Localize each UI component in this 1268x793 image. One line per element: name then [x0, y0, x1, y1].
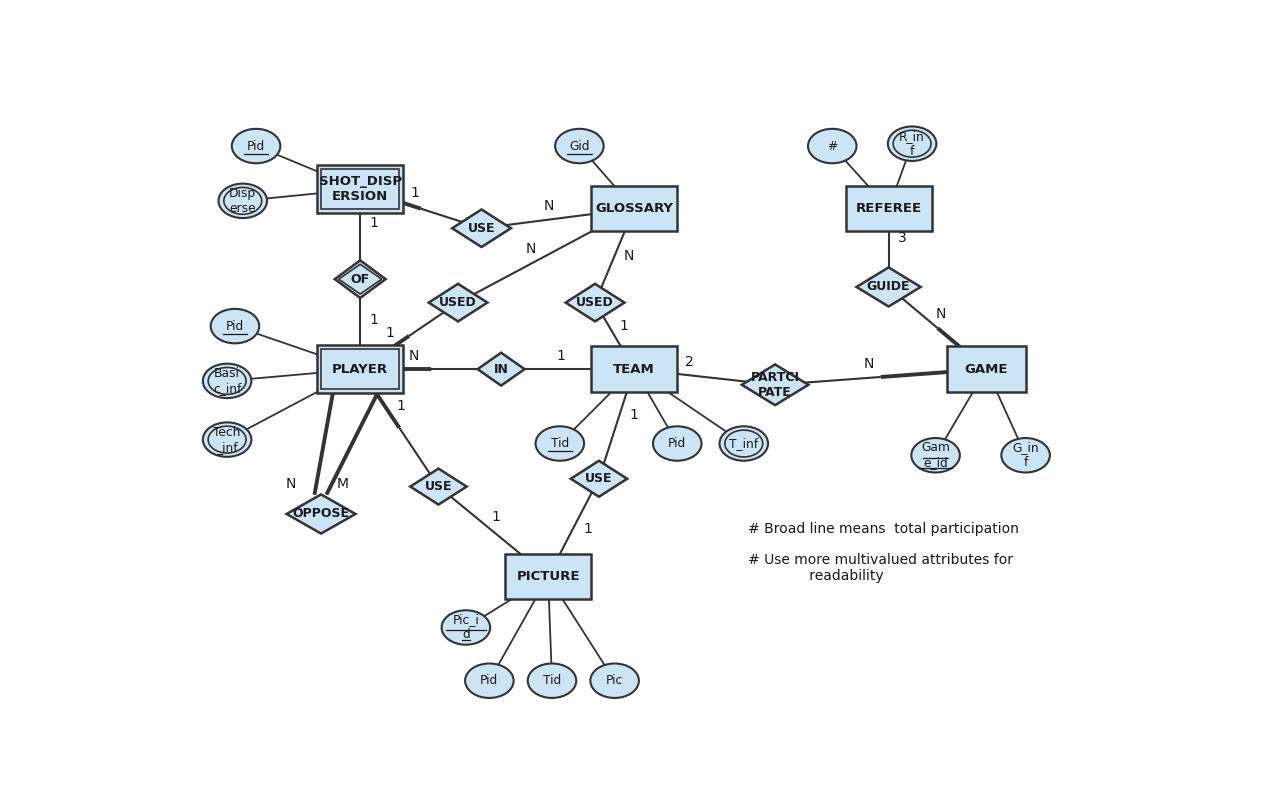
Text: 1: 1	[492, 510, 501, 524]
Text: Pic: Pic	[606, 674, 624, 688]
Text: 2: 2	[685, 355, 694, 369]
Ellipse shape	[535, 427, 585, 461]
Bar	[591, 186, 677, 232]
Polygon shape	[856, 267, 921, 307]
Ellipse shape	[719, 427, 768, 461]
Bar	[322, 349, 399, 389]
Text: 1: 1	[397, 400, 406, 413]
Text: Pid: Pid	[481, 674, 498, 688]
Bar	[846, 186, 932, 232]
Text: Pid: Pid	[668, 437, 686, 450]
Ellipse shape	[555, 128, 604, 163]
Text: USED: USED	[439, 296, 477, 309]
Polygon shape	[453, 209, 511, 247]
Ellipse shape	[1002, 438, 1050, 473]
Text: GUIDE: GUIDE	[867, 281, 910, 293]
Text: # Use more multivalued attributes for
              readability: # Use more multivalued attributes for re…	[748, 554, 1013, 584]
Text: IN: IN	[493, 362, 508, 376]
Polygon shape	[742, 365, 809, 405]
Text: T_inf: T_inf	[729, 437, 758, 450]
Text: N: N	[936, 307, 946, 320]
Text: R_in
f: R_in f	[899, 130, 924, 158]
Text: TEAM: TEAM	[614, 362, 656, 376]
Polygon shape	[478, 353, 525, 385]
Text: PICTURE: PICTURE	[516, 570, 579, 583]
Ellipse shape	[527, 664, 576, 698]
Text: USE: USE	[425, 480, 453, 493]
Text: 1: 1	[369, 216, 378, 230]
Polygon shape	[411, 469, 467, 504]
Text: 1: 1	[557, 349, 566, 363]
Text: # Broad line means  total participation: # Broad line means total participation	[748, 522, 1018, 536]
Bar	[947, 347, 1026, 392]
Text: 1: 1	[411, 186, 420, 200]
Text: N: N	[287, 477, 297, 491]
Text: Gam
e_id: Gam e_id	[921, 441, 950, 469]
Text: 1: 1	[629, 408, 638, 422]
Bar	[591, 347, 677, 392]
Ellipse shape	[218, 184, 268, 218]
Text: #: #	[827, 140, 837, 152]
Text: Basi
c_inf: Basi c_inf	[213, 367, 241, 395]
Text: Tid: Tid	[543, 674, 562, 688]
Ellipse shape	[653, 427, 701, 461]
Text: OF: OF	[351, 273, 370, 285]
Bar	[505, 554, 591, 600]
Ellipse shape	[465, 664, 514, 698]
Text: USED: USED	[576, 296, 614, 309]
Ellipse shape	[808, 128, 856, 163]
Polygon shape	[287, 494, 355, 534]
Text: M: M	[337, 477, 349, 491]
Text: PLAYER: PLAYER	[332, 362, 388, 376]
Ellipse shape	[203, 364, 251, 398]
Text: REFEREE: REFEREE	[856, 202, 922, 215]
Text: Tid: Tid	[550, 437, 569, 450]
Polygon shape	[335, 260, 385, 298]
Polygon shape	[429, 284, 487, 321]
Ellipse shape	[591, 664, 639, 698]
Text: N: N	[526, 242, 536, 255]
Text: Disp
erse: Disp erse	[230, 187, 256, 215]
Text: 1: 1	[583, 522, 592, 536]
Bar	[322, 169, 399, 209]
Ellipse shape	[210, 308, 259, 343]
Text: N: N	[864, 358, 875, 371]
Text: GAME: GAME	[965, 362, 1008, 376]
Text: USE: USE	[468, 222, 496, 235]
Text: PARTCI
PATE: PARTCI PATE	[751, 371, 800, 399]
Text: Pid: Pid	[226, 320, 243, 332]
Text: G_in
f: G_in f	[1012, 441, 1038, 469]
Text: N: N	[624, 249, 634, 263]
Ellipse shape	[203, 423, 251, 457]
Text: SHOT_DISP
ERSION: SHOT_DISP ERSION	[318, 175, 402, 203]
Text: 1: 1	[369, 312, 378, 327]
Text: 3: 3	[898, 232, 907, 245]
Text: USE: USE	[586, 473, 612, 485]
Ellipse shape	[441, 611, 491, 645]
Text: Pic_i
d: Pic_i d	[453, 614, 479, 642]
Bar	[317, 165, 403, 213]
Polygon shape	[571, 461, 628, 496]
Text: Gid: Gid	[569, 140, 590, 152]
Polygon shape	[566, 284, 624, 321]
Text: N: N	[544, 199, 554, 213]
Text: GLOSSARY: GLOSSARY	[595, 202, 673, 215]
Text: 1: 1	[620, 319, 629, 333]
Text: N: N	[408, 349, 418, 363]
Ellipse shape	[232, 128, 280, 163]
Text: 1: 1	[385, 326, 394, 340]
Text: Tech
_inf: Tech _inf	[213, 426, 241, 454]
Bar	[317, 345, 403, 393]
Text: Pid: Pid	[247, 140, 265, 152]
Text: OPPOSE: OPPOSE	[293, 508, 350, 520]
Ellipse shape	[888, 126, 936, 161]
Ellipse shape	[912, 438, 960, 473]
